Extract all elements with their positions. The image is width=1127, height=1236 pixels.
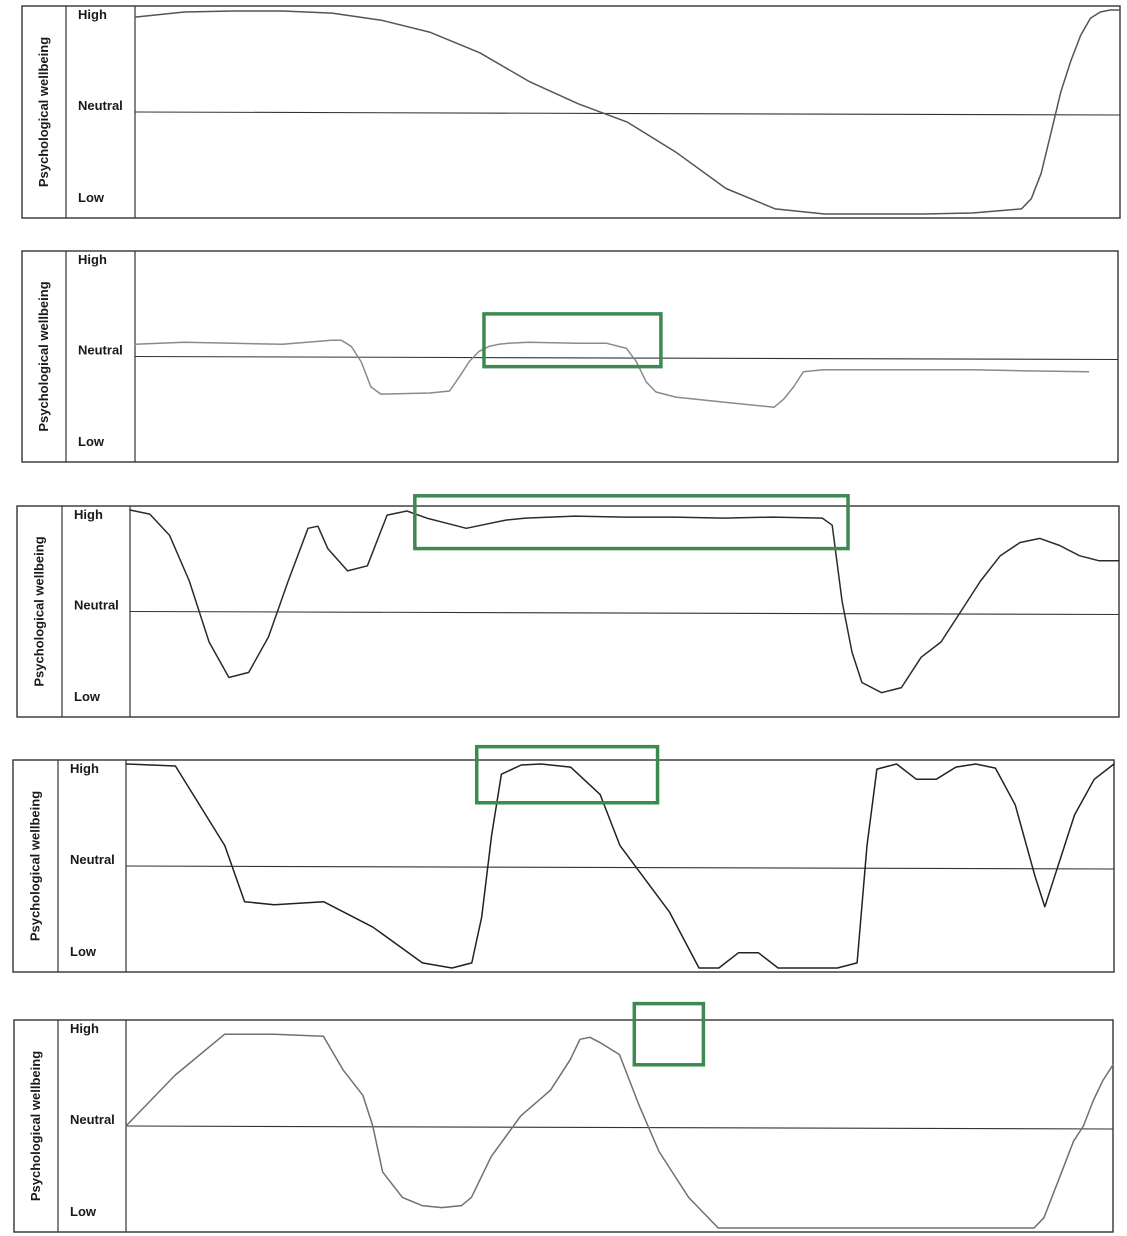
highlight-box-1 bbox=[632, 1001, 706, 1067]
highlight-box-1 bbox=[413, 494, 850, 551]
wellbeing-trace-line bbox=[134, 9, 1121, 215]
y-tick-label-high: High bbox=[70, 761, 99, 776]
y-axis-label: Psychological wellbeing bbox=[32, 536, 47, 686]
wellbeing-trace-line bbox=[125, 763, 1115, 969]
panel-frame bbox=[21, 5, 1121, 219]
y-axis-label: Psychological wellbeing bbox=[28, 791, 43, 941]
panel-frame bbox=[12, 759, 1115, 973]
y-axis-label: Psychological wellbeing bbox=[36, 281, 51, 431]
neutral-baseline bbox=[134, 111, 1121, 116]
neutral-baseline bbox=[129, 610, 1120, 616]
neutral-baseline bbox=[125, 865, 1115, 870]
neutral-baseline bbox=[125, 1125, 1114, 1130]
wellbeing-trace-line bbox=[125, 1033, 1114, 1229]
neutral-baseline bbox=[134, 355, 1119, 361]
wellbeing-panel-4: Psychological wellbeing High Neutral Low bbox=[12, 744, 1115, 973]
y-axis-label: Psychological wellbeing bbox=[36, 37, 51, 187]
y-tick-label-low: Low bbox=[70, 944, 97, 959]
y-tick-label-high: High bbox=[78, 7, 107, 22]
highlight-box-1 bbox=[482, 312, 663, 369]
wellbeing-panel-3: Psychological wellbeing High Neutral Low bbox=[16, 494, 1120, 718]
y-tick-label-high: High bbox=[78, 252, 107, 267]
wellbeing-panel-1: Psychological wellbeing High Neutral Low bbox=[21, 5, 1121, 219]
wellbeing-trace-line bbox=[129, 509, 1120, 694]
panel-frame bbox=[13, 1019, 1114, 1233]
wellbeing-panel-5: Psychological wellbeing High Neutral Low bbox=[13, 1001, 1114, 1233]
panel-frame bbox=[16, 505, 1120, 718]
y-tick-label-low: Low bbox=[78, 190, 105, 205]
y-tick-label-neutral: Neutral bbox=[70, 1112, 115, 1127]
highlight-box-1 bbox=[474, 744, 660, 805]
y-tick-label-low: Low bbox=[78, 434, 105, 449]
y-tick-label-neutral: Neutral bbox=[74, 598, 119, 613]
wellbeing-trace-line bbox=[134, 339, 1090, 409]
y-tick-label-neutral: Neutral bbox=[78, 98, 123, 113]
y-tick-label-neutral: Neutral bbox=[70, 852, 115, 867]
y-tick-label-low: Low bbox=[74, 689, 101, 704]
y-tick-label-neutral: Neutral bbox=[78, 343, 123, 358]
y-axis-label: Psychological wellbeing bbox=[28, 1051, 43, 1201]
panel-frame bbox=[21, 250, 1119, 463]
y-tick-label-high: High bbox=[74, 507, 103, 522]
wellbeing-panel-2: Psychological wellbeing High Neutral Low bbox=[21, 250, 1119, 463]
y-tick-label-high: High bbox=[70, 1021, 99, 1036]
y-tick-label-low: Low bbox=[70, 1204, 97, 1219]
